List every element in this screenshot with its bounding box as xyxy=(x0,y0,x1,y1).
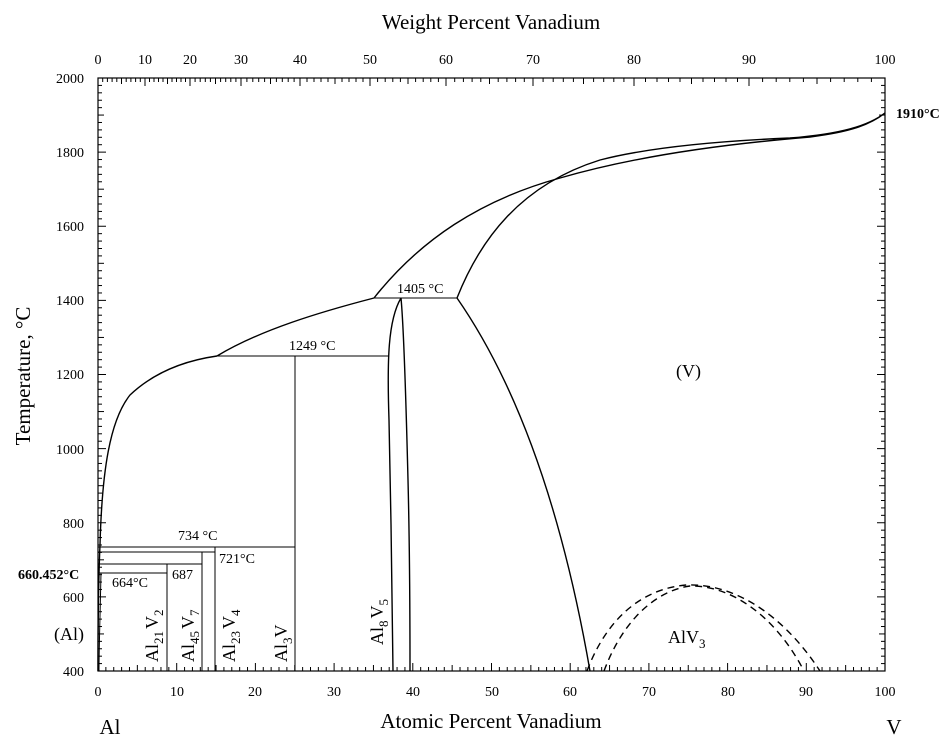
alv3-dome-outer xyxy=(586,584,821,672)
liquidus-v-side xyxy=(373,112,886,299)
top-tick-label: 60 xyxy=(439,53,453,68)
label-734: 734 °C xyxy=(178,529,217,544)
label-1249: 1249 °C xyxy=(289,339,335,354)
top-tick-label: 30 xyxy=(234,53,248,68)
liquidus-al-side xyxy=(97,355,218,672)
left-tick-label: 1000 xyxy=(56,443,84,458)
bottom-tick-label: 70 xyxy=(642,685,656,700)
top-tick-label: 70 xyxy=(526,53,540,68)
top-tick-label: 100 xyxy=(875,53,896,68)
top-tick-labels: 0 10 20 30 40 50 60 70 80 90 100 xyxy=(95,53,896,68)
label-664: 664°C xyxy=(112,576,148,591)
phase-label-al23v4: Al23V4 xyxy=(219,609,243,662)
bottom-tick-label: 30 xyxy=(327,685,341,700)
left-axis-title: Temperature, °C xyxy=(11,307,35,446)
phase-label-v: (V) xyxy=(676,361,701,382)
top-tick-label: 90 xyxy=(742,53,756,68)
bottom-tick-label: 10 xyxy=(170,685,184,700)
bottom-tick-label: 20 xyxy=(248,685,262,700)
left-tick-label: 1400 xyxy=(56,294,84,309)
top-tick-label: 80 xyxy=(627,53,641,68)
phase-label-alv3: AlV3 xyxy=(668,627,706,651)
label-721: 721°C xyxy=(219,552,255,567)
top-tick-label: 40 xyxy=(293,53,307,68)
top-tick-label: 50 xyxy=(363,53,377,68)
solidus-v xyxy=(456,112,886,299)
phase-label-al21v2: Al21V2 xyxy=(142,610,166,663)
label-v-melting: 1910°C xyxy=(896,107,940,122)
left-tick-label: 1800 xyxy=(56,146,84,161)
top-tick-label: 20 xyxy=(183,53,197,68)
top-axis-title: Weight Percent Vanadium xyxy=(382,10,600,34)
phase-label-al: (Al) xyxy=(54,624,84,645)
al8v5-left-boundary xyxy=(387,297,402,672)
left-tick-label: 1600 xyxy=(56,220,84,235)
left-tick-label: 400 xyxy=(63,665,84,680)
solvus-v xyxy=(456,297,591,672)
bottom-tick-label: 80 xyxy=(721,685,735,700)
element-label-al: Al xyxy=(100,715,121,736)
bottom-tick-label: 0 xyxy=(95,685,102,700)
alv3-dome-inner xyxy=(603,585,805,672)
bottom-tick-label: 90 xyxy=(799,685,813,700)
bottom-tick-labels: 0 10 20 30 40 50 60 70 80 90 100 xyxy=(95,685,896,700)
bottom-tick-label: 50 xyxy=(485,685,499,700)
left-tick-label: 600 xyxy=(63,591,84,606)
bottom-tick-label: 100 xyxy=(875,685,896,700)
top-tick-label: 0 xyxy=(95,53,102,68)
left-tick-label: 1200 xyxy=(56,368,84,383)
al-solvus xyxy=(98,572,102,672)
element-label-v: V xyxy=(886,715,901,736)
label-1405: 1405 °C xyxy=(397,282,443,297)
plot-frame xyxy=(97,77,886,672)
bottom-axis-title: Atomic Percent Vanadium xyxy=(380,709,601,733)
bottom-tick-label: 60 xyxy=(563,685,577,700)
phase-label-al3v: Al3V xyxy=(271,625,295,663)
phase-label-al8v5: Al8V5 xyxy=(367,599,391,645)
tick-marks xyxy=(97,77,886,672)
liquidus-middle xyxy=(216,297,375,357)
al8v5-right-boundary xyxy=(400,297,411,672)
phase-label-al45v7: Al45V7 xyxy=(178,609,202,662)
left-tick-label: 800 xyxy=(63,517,84,532)
top-tick-label: 10 xyxy=(138,53,152,68)
label-al-melting: 660.452°C xyxy=(18,568,79,583)
left-tick-label: 2000 xyxy=(56,72,84,87)
left-tick-labels: 400 600 800 1000 1200 1400 1600 1800 200… xyxy=(56,72,84,680)
bottom-tick-label: 40 xyxy=(406,685,420,700)
label-687: 687 xyxy=(172,568,193,583)
